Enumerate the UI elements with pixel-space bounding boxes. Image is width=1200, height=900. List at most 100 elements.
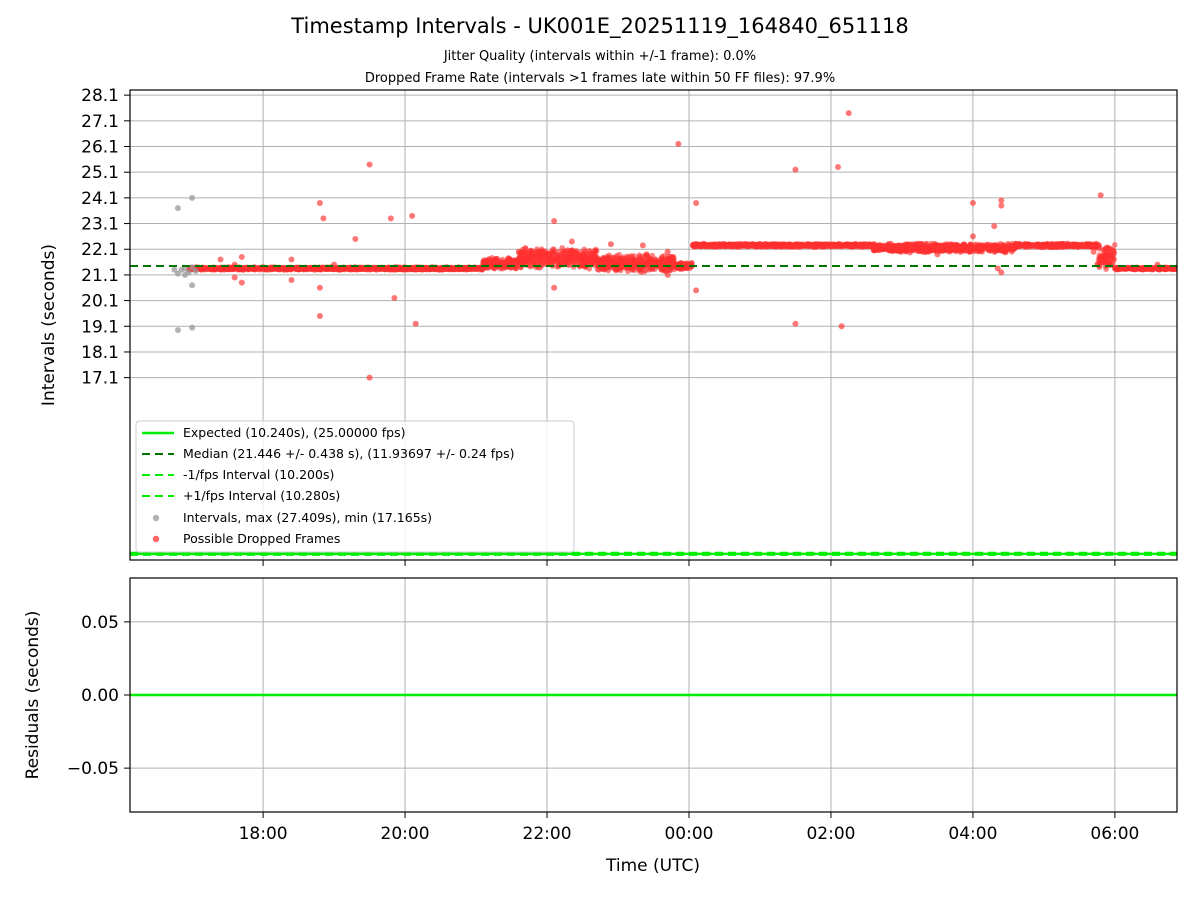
dropped-frame-point <box>947 241 953 247</box>
interval-points <box>171 194 199 334</box>
dropped-frame-point <box>971 242 978 249</box>
dropped-frame-point <box>551 246 557 252</box>
interval-point <box>174 327 181 334</box>
dropped-frame-point <box>575 253 581 259</box>
interval-point <box>182 271 189 278</box>
dropped-frame-point <box>737 243 744 249</box>
interval-point <box>174 270 181 277</box>
dropped-frame-point <box>574 258 581 264</box>
residuals-y-ticks: 0.050.00−0.05 <box>67 613 130 779</box>
residuals-x-ticks: 18:00 20:00 22:00 00:00 02:00 04:00 06:00 <box>239 812 1139 844</box>
y-tick-label: 28.1 <box>81 86 119 106</box>
interval-point <box>189 264 196 271</box>
dropped-frame-point <box>670 254 677 260</box>
dropped-frame-point <box>724 243 730 250</box>
dropped-frame-outlier <box>316 284 323 291</box>
dropped-frame-point <box>930 247 936 253</box>
y-tick-label: 20.1 <box>81 292 119 312</box>
dropped-frame-point <box>939 244 945 251</box>
dropped-frame-point <box>641 268 648 275</box>
dropped-frame-point <box>569 247 576 253</box>
dropped-frame-point <box>486 256 493 263</box>
dropped-frame-point <box>804 241 810 247</box>
dropped-frame-point <box>605 258 612 265</box>
dropped-frame-outlier <box>366 374 373 381</box>
dropped-frame-point <box>475 265 482 271</box>
dropped-frame-outlier <box>391 295 398 302</box>
x-tick-label: 06:00 <box>1090 824 1139 844</box>
dropped-frame-point <box>539 247 546 254</box>
dropped-frame-point <box>1049 242 1055 248</box>
dropped-frame-point <box>1100 247 1106 253</box>
dropped-frame-point <box>921 246 927 252</box>
dropped-frame-point <box>621 259 628 266</box>
dropped-frame-point <box>1060 240 1066 247</box>
dropped-frame-point <box>611 256 617 263</box>
dropped-frame-point <box>420 266 426 272</box>
dropped-frame-point <box>919 241 925 247</box>
dropped-frame-outlier <box>639 242 646 249</box>
x-tick-label: 18:00 <box>239 824 288 844</box>
dropped-frame-point <box>1102 252 1108 259</box>
dropped-frame-point <box>875 242 882 249</box>
dropped-frame-point <box>515 248 522 255</box>
dropped-frame-point <box>684 265 690 271</box>
dropped-frame-outlier <box>288 277 295 284</box>
dropped-frame-point <box>1006 242 1012 248</box>
dropped-frame-point <box>587 257 594 264</box>
dropped-frame-point <box>616 258 623 265</box>
dropped-frame-point <box>914 244 920 250</box>
dropped-frame-point <box>750 242 757 248</box>
dropped-frame-outlier <box>998 197 1005 204</box>
dropped-frame-point <box>544 251 551 257</box>
dropped-frame-point <box>978 243 985 249</box>
dropped-frame-point <box>652 256 659 263</box>
y-tick-label: 0.05 <box>81 613 119 633</box>
dropped-frame-point <box>1026 243 1033 249</box>
dropped-frame-point <box>665 256 672 263</box>
dropped-frame-outlier <box>551 284 558 291</box>
y-tick-label: 23.1 <box>81 215 119 235</box>
x-tick-label: 20:00 <box>381 824 430 844</box>
dropped-frame-point <box>296 266 303 273</box>
dropped-frame-point <box>1082 241 1088 248</box>
dropped-frame-point <box>521 257 527 264</box>
dropped-frame-outlier <box>551 217 558 224</box>
legend-median-label: Median (21.446 +/- 0.438 s), (11.93697 +… <box>183 446 514 461</box>
y-tick-label: 22.1 <box>81 240 119 260</box>
dropped-frame-outlier <box>1090 248 1097 255</box>
dropped-frame-point <box>692 241 698 247</box>
dropped-frame-outlier <box>366 161 373 168</box>
dropped-frame-point <box>340 266 347 272</box>
dropped-frame-point <box>271 265 277 272</box>
x-tick-label: 02:00 <box>806 824 855 844</box>
dropped-frame-outlier <box>217 256 224 263</box>
dropped-frame-point <box>960 241 967 248</box>
dropped-frame-point <box>889 246 896 252</box>
dropped-frame-point <box>236 265 242 272</box>
dropped-frame-outlier <box>607 241 614 248</box>
dropped-frame-point <box>994 242 1001 248</box>
dropped-frame-outlier <box>352 235 359 242</box>
dropped-frame-point <box>1140 266 1146 273</box>
dropped-frame-point <box>564 247 571 253</box>
dropped-frame-point <box>777 242 783 248</box>
dropped-frame-point <box>825 242 831 249</box>
dropped-frame-outlier <box>387 215 394 222</box>
dropped-frame-point <box>632 258 638 264</box>
x-tick-label: 04:00 <box>948 824 997 844</box>
dropped-frame-point <box>1077 242 1083 249</box>
dropped-frame-point <box>947 246 953 252</box>
dropped-frame-point <box>1165 266 1171 272</box>
dropped-frames-band <box>186 240 1177 276</box>
dropped-frame-point <box>658 255 664 262</box>
dropped-frame-outlier <box>835 164 842 171</box>
dropped-frame-point <box>198 267 204 273</box>
dropped-frame-point <box>1112 242 1118 248</box>
dropped-frame-outlier <box>664 248 671 255</box>
dropped-frame-point <box>357 266 363 273</box>
dropped-frame-point <box>1095 243 1102 249</box>
y-tick-label: −0.05 <box>67 759 119 779</box>
legend-minus-label: -1/fps Interval (10.200s) <box>183 467 334 482</box>
